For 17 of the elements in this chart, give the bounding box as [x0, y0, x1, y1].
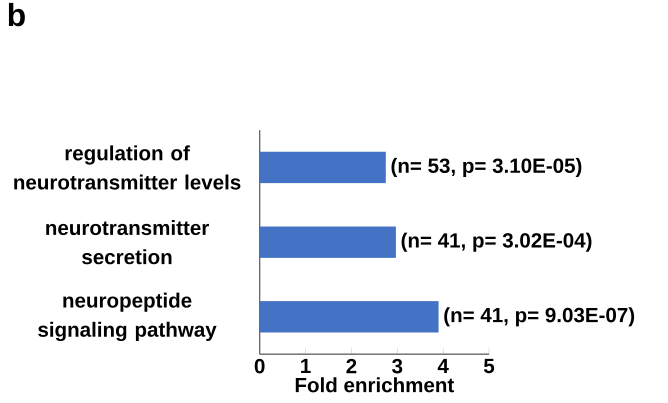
data-label: (n= 53, p= 3.10E-05): [392, 158, 582, 178]
data-label: (n= 41, p= 9.03E-07): [444, 307, 634, 326]
chart-title: b: [8, 2, 25, 26]
x-tick-label: 4: [438, 358, 449, 374]
y-tick-label: regulation of neurotransmitter levels: [14, 145, 240, 190]
data-label: (n= 41, p= 3.02E-04): [402, 232, 592, 252]
bar: [260, 152, 386, 184]
x-tick-label: 3: [392, 358, 402, 374]
x-tick-label: 5: [484, 358, 494, 374]
bar: [260, 226, 396, 258]
x-tick-label: 0: [254, 358, 265, 374]
y-tick-label: neurotransmitter secretion: [46, 220, 209, 264]
bar: [260, 301, 439, 333]
x-axis-title: Fold enrichment: [296, 377, 454, 392]
x-tick-label: 2: [346, 358, 356, 374]
x-tick-label: 1: [301, 358, 311, 374]
y-tick-label: neuropeptide signaling pathway: [38, 292, 217, 342]
